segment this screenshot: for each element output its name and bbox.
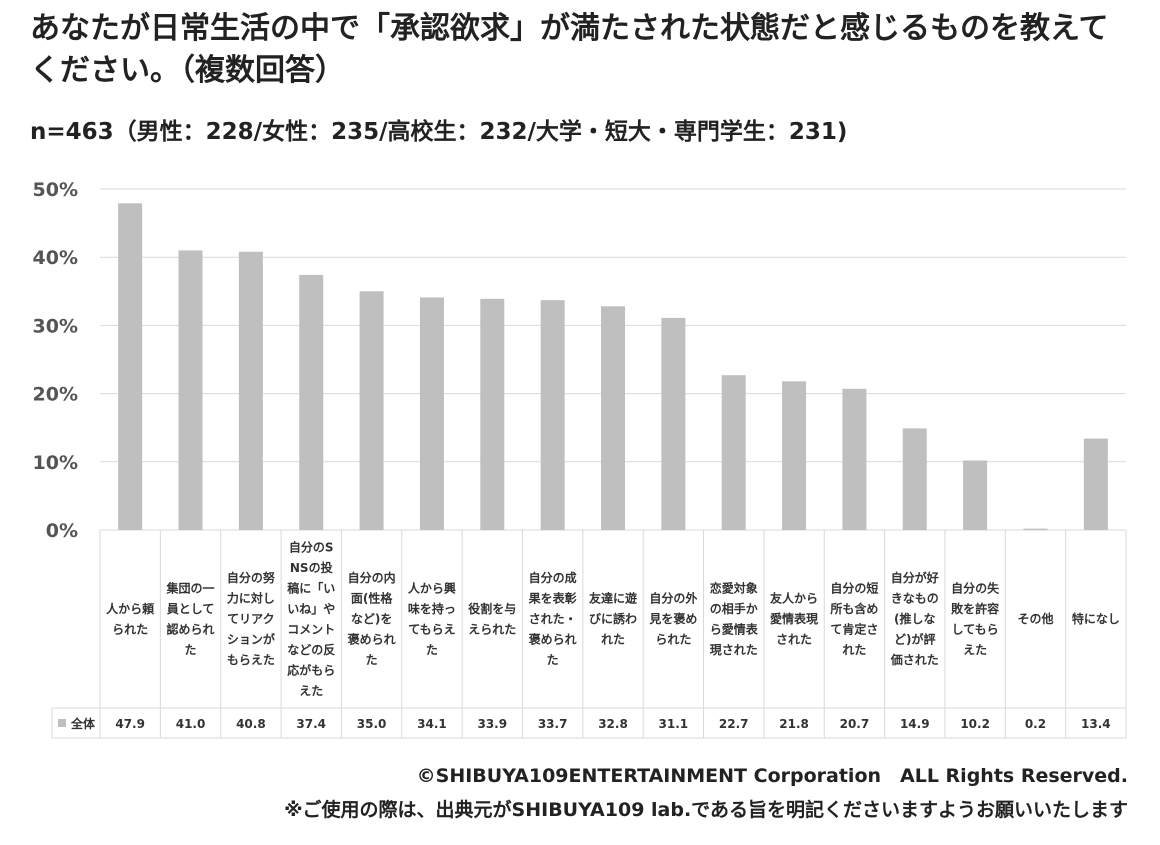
data-label: 31.1 <box>659 717 689 731</box>
data-label: 33.7 <box>538 717 568 731</box>
data-label: 13.4 <box>1081 717 1111 731</box>
bar <box>902 428 927 530</box>
data-label: 41.0 <box>176 717 206 731</box>
bar <box>1083 438 1108 530</box>
data-label: 32.8 <box>598 717 628 731</box>
legend-label: 全体 <box>70 716 96 731</box>
data-label: 10.2 <box>960 717 990 731</box>
bar <box>1023 528 1048 530</box>
bar <box>540 300 565 530</box>
data-label: 47.9 <box>115 717 145 731</box>
category-label: その他 <box>1017 611 1053 626</box>
data-label: 21.8 <box>779 717 809 731</box>
category-label: 自分の努力に対してリアクションがもらえた <box>227 570 275 667</box>
category-label: 恋愛対象の相手から愛情表現された <box>710 580 759 657</box>
data-label: 22.7 <box>719 717 749 731</box>
category-label: 自分の成果を表彰された・褒められた <box>528 570 577 667</box>
usage-note: ※ご使用の際は、出典元がSHIBUYA109 lab.である旨を明記くださいます… <box>284 799 1128 821</box>
category-label: 集団の一員として認められた <box>166 580 215 657</box>
category-label: 自分の外見を褒められた <box>648 591 697 647</box>
data-label: 0.2 <box>1025 717 1046 731</box>
category-label: 自分の短所も含めて肯定された <box>830 580 878 657</box>
y-tick-label: 40% <box>33 247 78 269</box>
data-label: 40.8 <box>236 717 266 731</box>
bar <box>661 317 686 530</box>
bar <box>299 274 324 530</box>
y-tick-label: 30% <box>33 315 78 337</box>
bar <box>842 388 867 530</box>
bar <box>601 306 625 530</box>
bar <box>178 250 203 530</box>
bar <box>721 375 746 530</box>
bar <box>782 381 807 530</box>
data-label: 35.0 <box>357 717 387 731</box>
sample-size-subtitle: n=463（男性：228/女性：235/高校生：232/大学・短大・専門学生：2… <box>30 119 848 145</box>
y-tick-label: 50% <box>33 179 78 201</box>
bar <box>480 298 505 530</box>
y-tick-label: 10% <box>33 452 78 474</box>
chart-title: あなたが日常生活の中で「承認欲求」が満たされた状態だと感じるものを教えてください… <box>30 11 1109 88</box>
data-label: 33.9 <box>477 717 507 731</box>
bar <box>963 460 988 530</box>
category-label: 友達に遊びに誘われた <box>588 591 637 647</box>
category-label: 自分の失敗を許容してもらえた <box>950 580 1000 657</box>
bar-chart: 0% 10% 20% 30% 40% 50% 全体 人から頼られた 47.9 集団の一員として認め… <box>33 179 1127 739</box>
category-label: 友人から愛情表現された <box>769 591 818 647</box>
bar <box>419 297 444 530</box>
legend-swatch <box>58 719 66 727</box>
data-label: 14.9 <box>900 717 930 731</box>
bar <box>118 203 143 530</box>
category-label: 自分が好きなもの(推しなど)が評価された <box>890 570 939 667</box>
bar <box>359 291 384 530</box>
copyright-notice: ©SHIBUYA109ENTERTAINMENT Corporation ALL… <box>416 765 1128 787</box>
bar <box>238 251 263 530</box>
data-label: 34.1 <box>417 717 447 731</box>
category-label: 人から興味を持ってもらえた <box>408 580 456 657</box>
y-tick-label: 20% <box>33 384 78 406</box>
y-tick-label: 0% <box>46 520 78 542</box>
category-label: 役割を与えられた <box>468 601 516 637</box>
category-label: 自分のS NSの投稿に「いいね」やコメントなどの反応がもらえた <box>287 539 335 698</box>
category-label: 自分の内面(性格など)を褒められた <box>347 570 396 667</box>
category-label: 人から頼られた <box>106 601 155 637</box>
category-label: 特になし <box>1072 611 1120 626</box>
data-label: 37.4 <box>296 717 326 731</box>
data-label: 20.7 <box>840 717 870 731</box>
